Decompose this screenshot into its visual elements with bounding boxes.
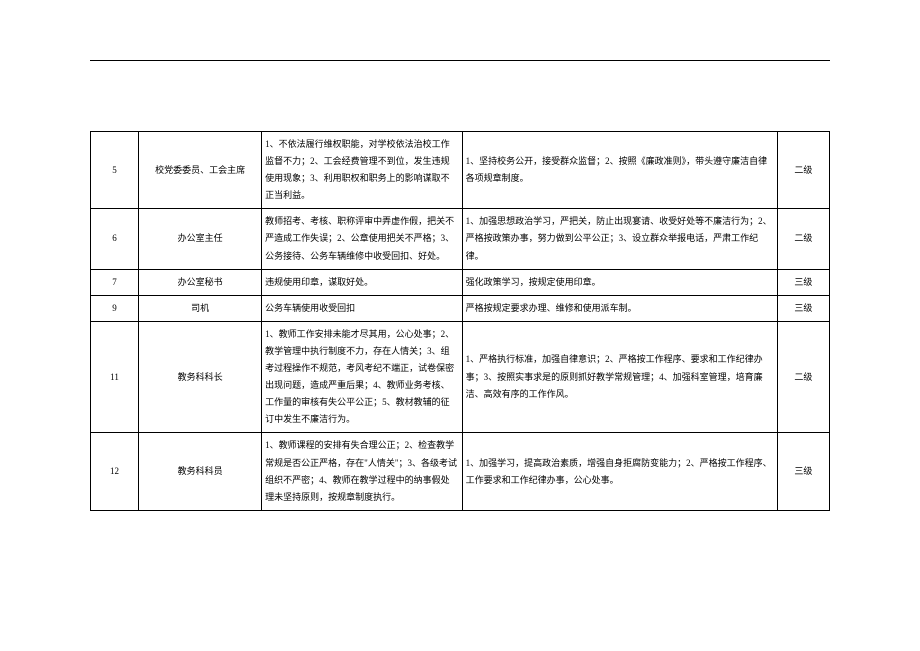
cell-measure: 强化政策学习，按规定使用印章。 bbox=[462, 269, 777, 295]
cell-role: 教务科科员 bbox=[139, 433, 262, 510]
page-container: 5 校党委委员、工会主席 1、不依法履行维权职能，对学校依法治校工作监督不力；2… bbox=[0, 0, 920, 551]
header-rule bbox=[90, 60, 830, 61]
cell-measure: 1、加强思想政治学习，严把关，防止出现宴请、收受好处等不廉洁行为；2、严格按政策… bbox=[462, 209, 777, 269]
cell-level: 三级 bbox=[777, 295, 829, 321]
cell-idx: 12 bbox=[91, 433, 139, 510]
cell-risk: 1、不依法履行维权职能，对学校依法治校工作监督不力；2、工会经费管理不到位，发生… bbox=[262, 132, 462, 209]
cell-risk: 1、教师课程的安排有失合理公正；2、检查教学常规是否公正严格，存在"人情关"；3… bbox=[262, 433, 462, 510]
cell-level: 三级 bbox=[777, 433, 829, 510]
cell-measure: 严格按规定要求办理、维修和使用派车制。 bbox=[462, 295, 777, 321]
cell-idx: 7 bbox=[91, 269, 139, 295]
cell-level: 二级 bbox=[777, 132, 829, 209]
cell-idx: 9 bbox=[91, 295, 139, 321]
cell-risk: 公务车辆使用收受回扣 bbox=[262, 295, 462, 321]
cell-measure: 1、坚持校务公开，接受群众监督；2、按照《廉政准则》，带头遵守廉洁自律各项规章制… bbox=[462, 132, 777, 209]
cell-role: 校党委委员、工会主席 bbox=[139, 132, 262, 209]
cell-idx: 11 bbox=[91, 321, 139, 433]
cell-risk: 违规使用印章，谋取好处。 bbox=[262, 269, 462, 295]
cell-role: 办公室主任 bbox=[139, 209, 262, 269]
table-row: 5 校党委委员、工会主席 1、不依法履行维权职能，对学校依法治校工作监督不力；2… bbox=[91, 132, 830, 209]
table-body: 5 校党委委员、工会主席 1、不依法履行维权职能，对学校依法治校工作监督不力；2… bbox=[91, 132, 830, 511]
cell-level: 二级 bbox=[777, 321, 829, 433]
cell-idx: 6 bbox=[91, 209, 139, 269]
cell-risk: 1、教师工作安排未能才尽其用，公心处事；2、教学管理中执行制度不力，存在人情关；… bbox=[262, 321, 462, 433]
table-row: 11 教务科科长 1、教师工作安排未能才尽其用，公心处事；2、教学管理中执行制度… bbox=[91, 321, 830, 433]
cell-role: 教务科科长 bbox=[139, 321, 262, 433]
table-row: 12 教务科科员 1、教师课程的安排有失合理公正；2、检查教学常规是否公正严格，… bbox=[91, 433, 830, 510]
cell-idx: 5 bbox=[91, 132, 139, 209]
cell-level: 二级 bbox=[777, 209, 829, 269]
cell-measure: 1、加强学习，提高政治素质，增强自身拒腐防变能力；2、严格按工作程序、工作要求和… bbox=[462, 433, 777, 510]
table-row: 7 办公室秘书 违规使用印章，谋取好处。 强化政策学习，按规定使用印章。 三级 bbox=[91, 269, 830, 295]
cell-measure: 1、严格执行标准，加强自律意识；2、严格按工作程序、要求和工作纪律办事；3、按照… bbox=[462, 321, 777, 433]
cell-role: 办公室秘书 bbox=[139, 269, 262, 295]
table-row: 6 办公室主任 教师招考、考核、职称评审中弄虚作假，把关不严造成工作失误；2、公… bbox=[91, 209, 830, 269]
table-row: 9 司机 公务车辆使用收受回扣 严格按规定要求办理、维修和使用派车制。 三级 bbox=[91, 295, 830, 321]
cell-level: 三级 bbox=[777, 269, 829, 295]
risk-table: 5 校党委委员、工会主席 1、不依法履行维权职能，对学校依法治校工作监督不力；2… bbox=[90, 131, 830, 511]
cell-role: 司机 bbox=[139, 295, 262, 321]
cell-risk: 教师招考、考核、职称评审中弄虚作假，把关不严造成工作失误；2、公章使用把关不严格… bbox=[262, 209, 462, 269]
